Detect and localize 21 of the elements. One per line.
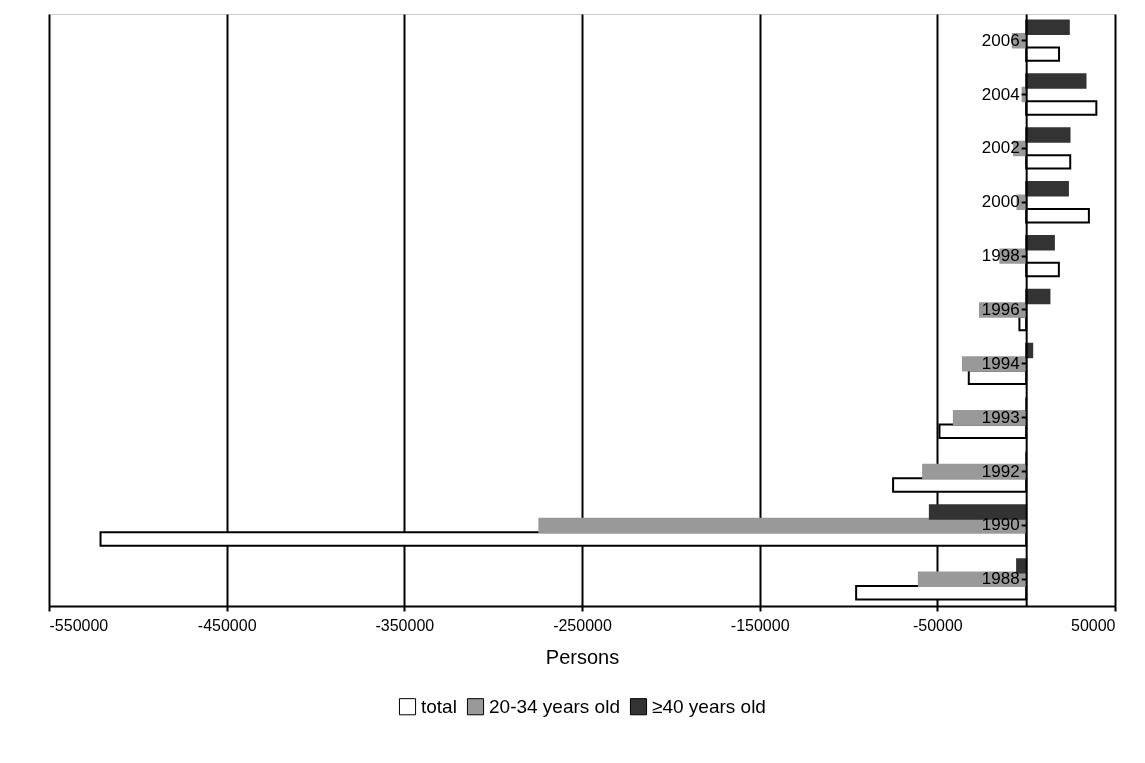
x-tick-label: -250000 [553,616,612,634]
y-tick-label: 1994 [981,353,1020,373]
x-tick-label: -450000 [197,616,257,634]
legend-label: 20-34 years old [489,695,620,717]
x-tick-label: -50000 [912,616,963,634]
y-tick-label: 1990 [981,515,1020,535]
legend-label: ≥40 years old [652,695,766,717]
x-tick-label: -150000 [730,616,790,634]
x-tick-label: -550000 [49,616,109,634]
y-tick-label: 1992 [981,461,1020,481]
y-tick-label: 2002 [981,138,1020,158]
x-tick-label: -350000 [375,616,435,634]
y-tick-label: 2000 [981,192,1020,212]
y-tick-label: 1996 [981,300,1020,319]
x-axis-title: Persons [545,645,620,668]
y-tick-label: 1988 [981,569,1020,589]
y-tick-label: 2006 [981,30,1020,50]
y-tick-label: 1993 [981,407,1020,427]
y-tick-label: 2004 [981,84,1020,104]
x-tick-label: 50000 [1071,616,1116,634]
legend-label: total [421,695,457,717]
